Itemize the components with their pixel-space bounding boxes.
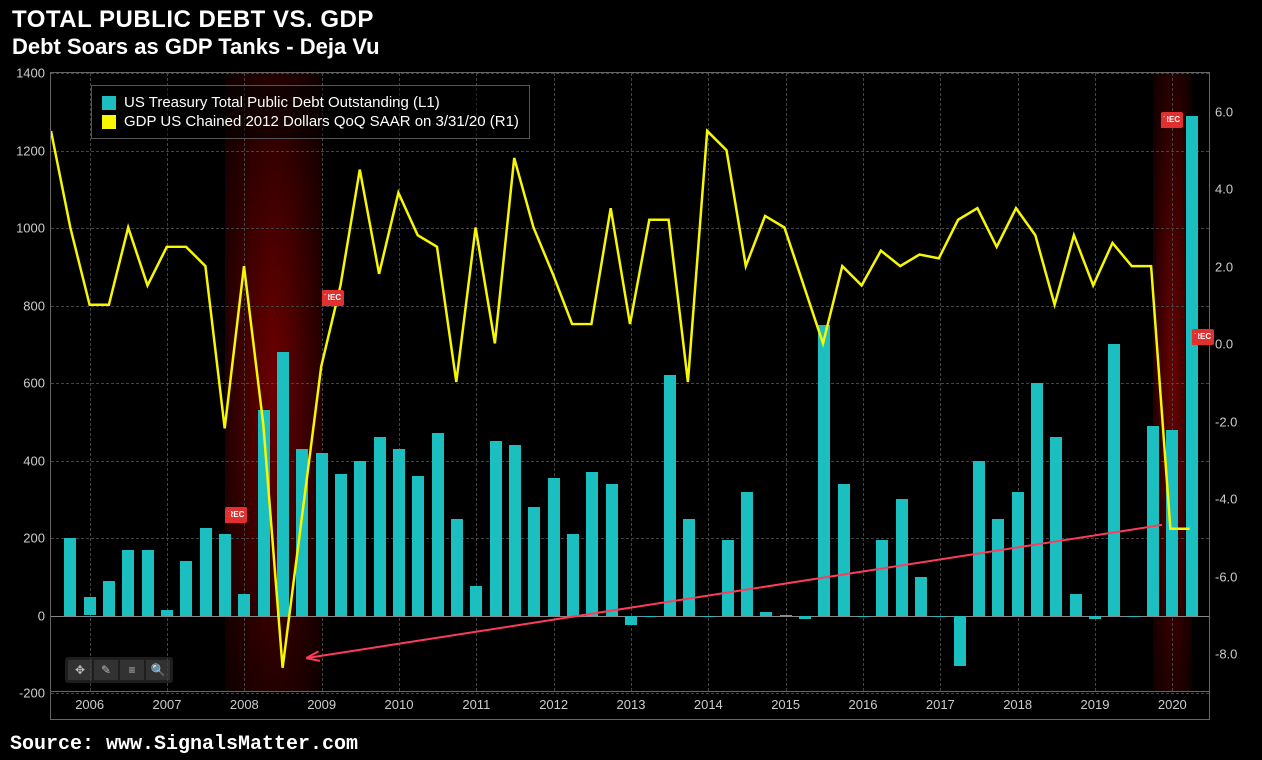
debt-bar xyxy=(973,461,985,616)
debt-bar xyxy=(451,519,463,616)
chart-toolbar: ✥ ✎ ≡ 🔍 xyxy=(65,657,173,683)
source-label: Source: www.SignalsMatter.com xyxy=(10,733,358,756)
y-left-tick-label: 1200 xyxy=(16,143,45,158)
debt-bar xyxy=(857,616,869,618)
legend-item-debt: US Treasury Total Public Debt Outstandin… xyxy=(102,94,519,111)
debt-bar xyxy=(644,616,656,618)
debt-bar xyxy=(335,474,347,615)
y-right-tick-label: 0.0 xyxy=(1215,337,1233,352)
debt-bar xyxy=(354,461,366,616)
debt-bar xyxy=(258,410,270,615)
debt-bar xyxy=(219,534,231,615)
debt-bar xyxy=(818,325,830,616)
y-right-tick-label: -2.0 xyxy=(1215,414,1237,429)
debt-bar xyxy=(432,433,444,615)
debt-bar xyxy=(992,519,1004,616)
chart-subtitle: Debt Soars as GDP Tanks - Deja Vu xyxy=(12,34,1250,60)
y-left-tick-label: 400 xyxy=(23,453,45,468)
debt-bar xyxy=(509,445,521,616)
y-right-tick-label: -6.0 xyxy=(1215,569,1237,584)
debt-bar xyxy=(896,499,908,615)
debt-bar xyxy=(1108,344,1120,615)
debt-bar xyxy=(799,616,811,619)
debt-bar xyxy=(64,538,76,616)
debt-bar xyxy=(915,577,927,616)
pan-tool-icon[interactable]: ✥ xyxy=(68,660,92,680)
chart-title: TOTAL PUBLIC DEBT VS. GDP xyxy=(12,6,1250,34)
debt-bar xyxy=(780,615,792,616)
y-left-tick-label: 0 xyxy=(38,608,45,623)
debt-bar xyxy=(760,612,772,616)
recession-marker-icon: REC xyxy=(1192,329,1214,345)
debt-bar xyxy=(567,534,579,615)
debt-bar xyxy=(470,586,482,615)
legend-label-gdp: GDP US Chained 2012 Dollars QoQ SAAR on … xyxy=(124,113,519,130)
debt-bar xyxy=(548,478,560,616)
draw-tool-icon[interactable]: ✎ xyxy=(94,660,118,680)
recession-marker-icon: REC xyxy=(225,507,247,523)
debt-bar xyxy=(722,540,734,616)
debt-bar xyxy=(393,449,405,616)
debt-bar xyxy=(1166,430,1178,616)
y-left-tick-label: 200 xyxy=(23,531,45,546)
debt-bar xyxy=(103,581,115,616)
debt-bar xyxy=(238,594,250,615)
debt-bar xyxy=(277,352,289,616)
debt-bar xyxy=(180,561,192,615)
debt-bar xyxy=(741,492,753,616)
list-tool-icon[interactable]: ≡ xyxy=(120,660,144,680)
debt-bar xyxy=(528,507,540,616)
debt-bar xyxy=(1128,616,1140,618)
debt-bar xyxy=(490,441,502,615)
debt-bar xyxy=(1050,437,1062,615)
y-left-tick-label: 1400 xyxy=(16,66,45,81)
chart-header: TOTAL PUBLIC DEBT VS. GDP Debt Soars as … xyxy=(0,0,1262,62)
recession-marker-icon: REC xyxy=(1161,112,1183,128)
y-left-tick-label: 1000 xyxy=(16,221,45,236)
y-right-tick-label: -4.0 xyxy=(1215,492,1237,507)
y-right-tick-label: 6.0 xyxy=(1215,104,1233,119)
debt-bar xyxy=(606,484,618,616)
y-right-tick-label: 2.0 xyxy=(1215,259,1233,274)
debt-bar xyxy=(374,437,386,615)
debt-bar xyxy=(1031,383,1043,616)
chart-legend: US Treasury Total Public Debt Outstandin… xyxy=(91,85,530,139)
debt-bar xyxy=(84,597,96,616)
debt-bar xyxy=(702,616,714,618)
debt-bar xyxy=(876,540,888,616)
debt-bar xyxy=(1012,492,1024,616)
debt-bar xyxy=(1147,426,1159,616)
debt-bar xyxy=(934,616,946,618)
y-right-tick-label: 4.0 xyxy=(1215,182,1233,197)
legend-label-debt: US Treasury Total Public Debt Outstandin… xyxy=(124,94,440,111)
debt-bar xyxy=(142,550,154,616)
debt-bar xyxy=(954,616,966,666)
zoom-tool-icon[interactable]: 🔍 xyxy=(146,660,170,680)
y-right-tick-label: -8.0 xyxy=(1215,647,1237,662)
legend-swatch-debt xyxy=(102,96,116,110)
x-axis-band xyxy=(50,692,1210,720)
debt-bar xyxy=(1089,616,1101,619)
debt-bar xyxy=(412,476,424,616)
recession-marker-icon: REC xyxy=(322,290,344,306)
debt-bar xyxy=(1186,116,1198,616)
legend-swatch-gdp xyxy=(102,115,116,129)
debt-bar xyxy=(122,550,134,616)
y-left-tick-label: 800 xyxy=(23,298,45,313)
debt-bar xyxy=(664,375,676,615)
chart-plot-area: -2000200400600800100012001400-8.0-6.0-4.… xyxy=(50,72,1210,692)
debt-bar xyxy=(683,519,695,616)
debt-bar xyxy=(838,484,850,616)
debt-bar xyxy=(625,616,637,626)
debt-bar xyxy=(200,528,212,615)
legend-item-gdp: GDP US Chained 2012 Dollars QoQ SAAR on … xyxy=(102,113,519,130)
debt-bar xyxy=(1070,594,1082,615)
debt-bar xyxy=(161,610,173,616)
debt-bar xyxy=(296,449,308,616)
debt-bar xyxy=(586,472,598,615)
y-left-tick-label: 600 xyxy=(23,376,45,391)
debt-bar xyxy=(316,453,328,616)
y-left-tick-label: -200 xyxy=(19,686,45,701)
